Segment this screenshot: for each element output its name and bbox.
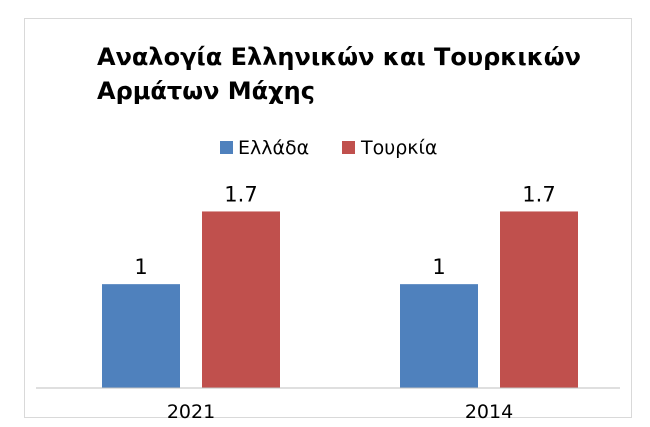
bar-series-2-2014 [500, 211, 578, 388]
legend-swatch-series-2 [342, 141, 355, 154]
bar-series-1-2014 [400, 284, 478, 388]
bar-series-1-2021 [102, 284, 180, 388]
x-axis-tick-labels: 2021 2014 [167, 401, 513, 423]
legend-label-series-1: Ελλάδα [238, 137, 309, 159]
data-label-series-2-2014: 1.7 [522, 182, 555, 206]
legend-swatch-series-1 [220, 141, 233, 154]
x-tick-label-2021: 2021 [167, 401, 215, 423]
legend: Ελλάδα Τουρκία [220, 137, 437, 159]
data-label-series-1-2021: 1 [134, 255, 147, 279]
chart-title: Αναλογία Ελληνικών και Τουρκικών Αρμάτων… [97, 43, 581, 105]
data-label-series-1-2014: 1 [432, 255, 445, 279]
legend-label-series-2: Τουρκία [360, 137, 437, 159]
bar-series-2-2021 [202, 211, 280, 388]
data-label-series-2-2021: 1.7 [224, 182, 257, 206]
data-labels: 1 1.7 1 1.7 [134, 182, 555, 279]
bar-series-group [102, 211, 578, 388]
x-tick-label-2014: 2014 [465, 401, 513, 423]
